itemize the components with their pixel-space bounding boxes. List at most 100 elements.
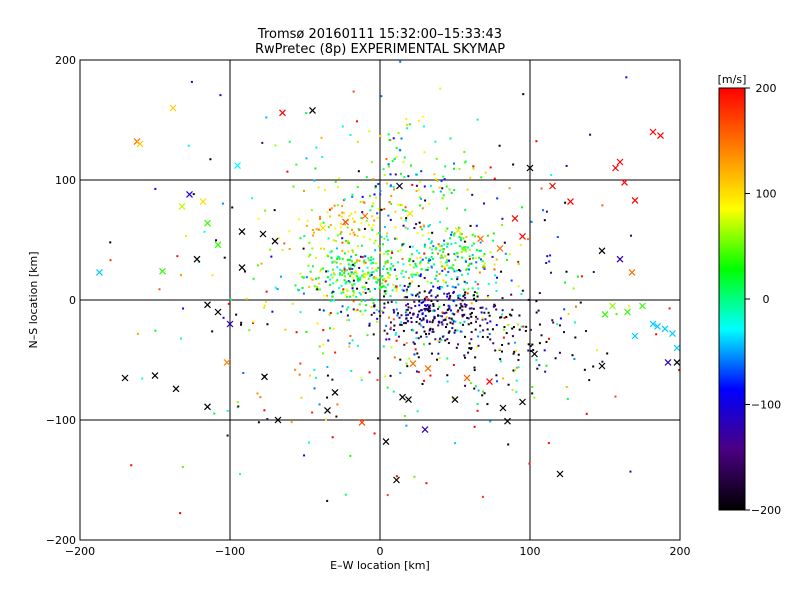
scatter-dot xyxy=(428,342,431,345)
scatter-dot xyxy=(341,205,344,208)
scatter-dot xyxy=(535,359,538,362)
scatter-dot xyxy=(443,268,446,271)
scatter-dot xyxy=(392,137,395,140)
scatter-dot xyxy=(412,266,415,269)
scatter-dot xyxy=(355,275,358,278)
scatter-dot xyxy=(336,403,339,406)
scatter-dot xyxy=(348,319,351,322)
scatter-dot xyxy=(453,252,456,255)
scatter-dot xyxy=(423,379,426,382)
scatter-dot xyxy=(415,173,418,176)
scatter-dot xyxy=(457,309,460,312)
scatter-dot xyxy=(352,289,355,292)
scatter-dot xyxy=(251,197,254,200)
scatter-dot xyxy=(522,93,525,96)
scatter-dot xyxy=(419,275,422,278)
scatter-dot xyxy=(452,290,455,293)
scatter-dot xyxy=(484,171,487,174)
scatter-dot xyxy=(387,249,390,252)
scatter-dot xyxy=(405,310,408,313)
scatter-dot xyxy=(403,284,406,287)
scatter-dot xyxy=(383,207,386,210)
scatter-dot xyxy=(306,219,309,222)
scatter-dot xyxy=(357,276,360,279)
scatter-dot xyxy=(331,436,334,439)
scatter-dot xyxy=(606,352,609,355)
scatter-dot xyxy=(511,327,514,330)
scatter-dot xyxy=(290,421,293,424)
scatter-dot xyxy=(341,257,344,260)
scatter-dot xyxy=(209,158,212,161)
scatter-dot xyxy=(380,235,383,238)
scatter-dot xyxy=(446,295,449,298)
scatter-dot xyxy=(411,253,414,256)
scatter-dot xyxy=(395,308,398,311)
scatter-dot xyxy=(482,266,485,269)
scatter-dot xyxy=(421,382,424,385)
scatter-dot xyxy=(565,164,568,167)
scatter-dot xyxy=(454,329,457,332)
scatter-dot xyxy=(467,246,470,249)
scatter-dot xyxy=(325,270,328,273)
scatter-cross xyxy=(279,109,286,117)
scatter-dot xyxy=(430,242,433,245)
scatter-dot xyxy=(428,320,431,323)
scatter-dot xyxy=(430,255,433,258)
scatter-dot xyxy=(338,273,341,276)
scatter-dot xyxy=(584,330,587,333)
scatter-dot xyxy=(448,305,451,308)
scatter-dot xyxy=(439,337,442,340)
scatter-dot xyxy=(313,368,316,371)
scatter-dot xyxy=(346,241,349,244)
scatter-dot xyxy=(419,309,422,312)
scatter-cross xyxy=(324,406,331,414)
scatter-dot xyxy=(433,315,436,318)
scatter-dot xyxy=(343,266,346,269)
scatter-dot xyxy=(474,320,477,323)
scatter-dot xyxy=(335,247,338,250)
scatter-dot xyxy=(371,205,374,208)
scatter-dot xyxy=(501,344,504,347)
scatter-dot xyxy=(389,295,392,298)
scatter-dot xyxy=(515,366,518,369)
scatter-dot xyxy=(388,165,391,168)
scatter-dot xyxy=(476,295,479,298)
scatter-dot xyxy=(424,199,427,202)
scatter-dot xyxy=(579,301,582,304)
scatter-dot xyxy=(451,327,454,330)
scatter-dot xyxy=(439,190,442,193)
scatter-dot xyxy=(489,420,492,423)
scatter-dot xyxy=(358,259,361,262)
scatter-cross xyxy=(199,198,207,206)
scatter-dot xyxy=(222,316,225,319)
scatter-dot xyxy=(334,180,337,183)
scatter-dot xyxy=(342,212,345,215)
scatter-dot xyxy=(392,283,395,286)
scatter-dot xyxy=(481,306,484,309)
scatter-dot xyxy=(263,306,266,309)
scatter-dot xyxy=(425,256,428,259)
scatter-dot xyxy=(416,410,419,413)
scatter-dot xyxy=(379,285,382,288)
scatter-dot xyxy=(302,276,305,279)
scatter-dot xyxy=(464,291,467,294)
scatter-dot xyxy=(476,409,479,412)
scatter-dot xyxy=(501,217,504,220)
scatter-dot xyxy=(467,351,470,354)
scatter-dot xyxy=(419,204,422,207)
scatter-dot xyxy=(395,156,398,159)
scatter-dot xyxy=(367,257,370,260)
scatter-dot xyxy=(346,319,349,322)
scatter-dot xyxy=(394,333,397,336)
scatter-dot xyxy=(468,347,471,350)
scatter-dot xyxy=(446,245,449,248)
scatter-dot xyxy=(448,307,451,310)
scatter-dot xyxy=(527,298,530,301)
scatter-dot xyxy=(372,178,375,181)
scatter-dot xyxy=(291,302,294,305)
scatter-dot xyxy=(460,330,463,333)
scatter-dot xyxy=(269,248,272,251)
scatter-dot xyxy=(549,254,552,257)
scatter-dot xyxy=(419,263,422,266)
scatter-dot xyxy=(454,320,457,323)
